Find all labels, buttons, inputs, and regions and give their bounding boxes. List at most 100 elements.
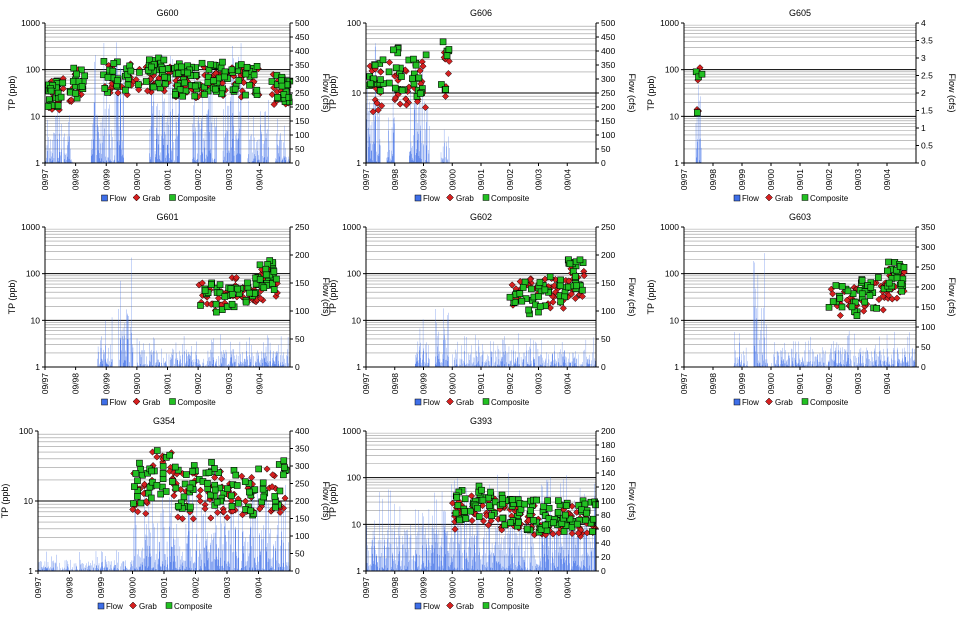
composite-point	[235, 77, 243, 84]
composite-point	[242, 91, 249, 99]
composite-point	[838, 303, 846, 311]
y2-axis-label: Flow (cfs)	[947, 74, 957, 113]
grab-point	[141, 480, 149, 488]
grab-point	[378, 102, 386, 110]
composite-point	[535, 293, 542, 300]
composite-point	[213, 308, 220, 316]
grab-point	[268, 90, 276, 99]
composite-point	[256, 261, 264, 269]
composite-point	[454, 502, 462, 509]
composite-point	[535, 308, 542, 316]
composite-point	[134, 477, 141, 485]
chart-title: G605	[789, 8, 811, 18]
composite-point	[178, 63, 185, 71]
composite-series	[130, 447, 290, 519]
y-tick-label: 1	[356, 158, 361, 168]
legend-flow-label: Flow	[742, 398, 759, 407]
composite-point	[171, 91, 179, 98]
composite-point	[530, 517, 537, 524]
y2-tick-label: 180	[601, 440, 615, 450]
x-tick-label: 09/97	[40, 373, 50, 395]
grab-point	[421, 103, 429, 111]
y-axis-label: TP (ppb)	[646, 76, 656, 111]
composite-point	[59, 79, 67, 87]
composite-point	[445, 46, 453, 53]
composite-point	[572, 273, 579, 280]
composite-point	[284, 81, 292, 89]
y2-axis-label: Flow (cfs)	[321, 74, 331, 113]
composite-point	[409, 75, 416, 82]
composite-point	[166, 451, 174, 459]
composite-point	[461, 495, 469, 503]
grab-point	[484, 521, 492, 529]
composite-point	[893, 274, 901, 282]
composite-point	[262, 265, 270, 273]
composite-point	[398, 86, 406, 94]
flow-series	[38, 484, 291, 571]
grab-point	[846, 294, 854, 302]
composite-point	[873, 305, 881, 312]
composite-point	[467, 507, 474, 515]
y2-tick-label: 140	[601, 468, 615, 478]
legend: Flow Grab Composite	[97, 601, 213, 611]
composite-point	[256, 276, 264, 283]
grab-point	[467, 492, 476, 500]
composite-point	[148, 63, 155, 71]
composite-point	[832, 282, 840, 289]
composite-point	[260, 284, 268, 292]
composite-point	[589, 528, 596, 535]
y-tick-label: 1	[28, 566, 33, 576]
composite-point	[410, 55, 417, 63]
grab-point	[542, 531, 550, 539]
x-tick-label: 09/01	[476, 373, 486, 395]
x-tick-label: 09/00	[447, 373, 457, 395]
x-tick-label: 09/98	[390, 373, 400, 395]
composite-point	[233, 482, 241, 489]
grab-point	[269, 471, 277, 479]
composite-point	[161, 73, 168, 81]
composite-point	[81, 72, 89, 80]
grab-point	[884, 294, 892, 302]
y2-tick-label: 100	[295, 531, 309, 541]
composite-point	[231, 85, 239, 93]
legend-composite-label: Composite	[174, 602, 213, 611]
composite-series	[365, 38, 453, 100]
grab-point	[487, 517, 495, 525]
x-tick-label: 09/97	[40, 169, 50, 191]
composite-point	[825, 304, 833, 311]
x-tick-label: 09/99	[737, 169, 747, 191]
y2-tick-label: 120	[601, 482, 615, 492]
y2-tick-label: 50	[295, 144, 305, 154]
y2-tick-label: 300	[921, 242, 935, 252]
composite-point	[565, 283, 572, 291]
grab-point	[879, 292, 887, 300]
y2-tick-label: 400	[295, 46, 309, 56]
y-tick-label: 1	[35, 362, 40, 372]
x-tick-label: 09/01	[163, 169, 173, 191]
legend-flow-swatch	[733, 398, 741, 406]
x-tick-label: 09/98	[65, 577, 75, 599]
legend: Flow Grab Composite	[733, 397, 849, 407]
composite-point	[180, 493, 188, 501]
composite-point	[244, 279, 251, 287]
y-tick-label: 10	[352, 88, 362, 98]
composite-point	[207, 491, 214, 499]
composite-point	[101, 85, 109, 92]
y2-tick-label: 150	[921, 302, 935, 312]
y2-tick-label: 350	[295, 444, 309, 454]
y2-tick-label: 50	[295, 549, 305, 559]
y2-tick-label: 0	[601, 158, 606, 168]
legend-grab-swatch	[765, 397, 773, 406]
composite-point	[78, 66, 85, 74]
legend-flow-label: Flow	[742, 194, 759, 203]
legend-grab-swatch	[446, 601, 454, 610]
composite-point	[546, 273, 554, 281]
y2-tick-label: 0.5	[921, 141, 933, 151]
chart-title: G393	[470, 416, 492, 426]
composite-point	[371, 61, 379, 69]
composite-point	[189, 467, 196, 475]
y2-tick-label: 0	[601, 362, 606, 372]
composite-point	[147, 494, 155, 502]
chart-title: G601	[156, 212, 178, 222]
composite-point	[506, 293, 514, 301]
